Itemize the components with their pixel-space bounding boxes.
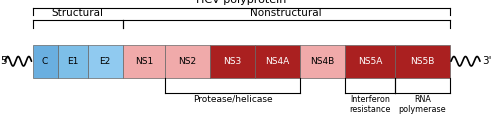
Text: NS4A: NS4A [266,57,289,66]
Bar [210,45,255,78]
Text: HCV polyprotein: HCV polyprotein [196,0,286,5]
Text: E1: E1 [67,57,78,66]
Text: NS2: NS2 [178,57,196,66]
Text: Protease/helicase: Protease/helicase [192,95,272,104]
Bar [122,45,165,78]
Text: NS1: NS1 [134,57,153,66]
Text: Interferon
resistance: Interferon resistance [350,95,391,114]
Text: E2: E2 [100,57,110,66]
Bar [345,45,395,78]
Bar [58,45,88,78]
Bar [395,45,450,78]
Text: C: C [42,57,48,66]
Text: NS5B: NS5B [410,57,434,66]
Text: NS3: NS3 [224,57,242,66]
Bar [88,45,122,78]
Bar [255,45,300,78]
Bar [165,45,210,78]
Text: 5': 5' [0,56,10,66]
Bar [32,45,58,78]
Text: Structural: Structural [52,8,104,18]
Text: Nonstructural: Nonstructural [250,8,322,18]
Text: NS4B: NS4B [310,57,334,66]
Text: RNA
polymerase: RNA polymerase [398,95,446,114]
Bar [300,45,345,78]
Text: NS5A: NS5A [358,57,382,66]
Text: 3': 3' [482,56,492,66]
